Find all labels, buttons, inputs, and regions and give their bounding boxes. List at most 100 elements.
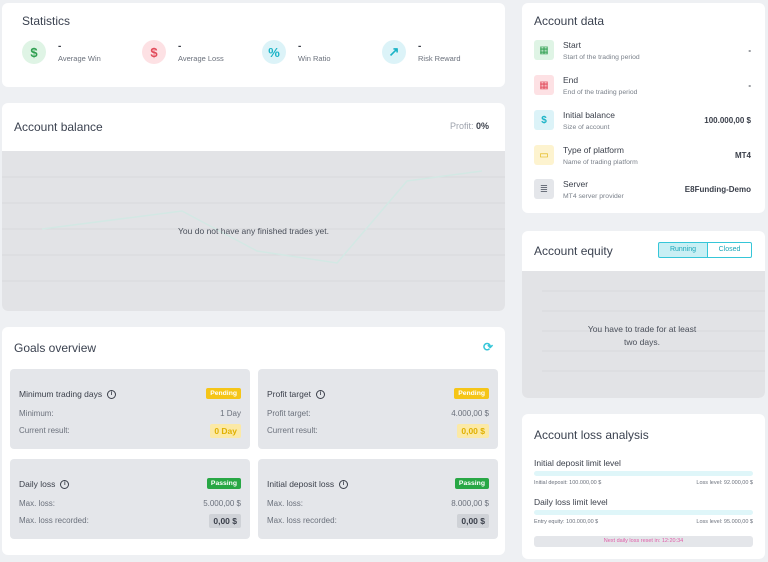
tab-running[interactable]: Running [658, 242, 708, 258]
start-sub: Start of the trading period [563, 54, 640, 61]
info-icon[interactable]: i [315, 389, 325, 399]
refresh-icon[interactable]: ⟳ [482, 340, 493, 354]
goal-profit-target: Profit target i Pending Profit target: 4.… [258, 369, 498, 449]
start-value: - [748, 46, 751, 55]
info-icon[interactable]: i [107, 389, 117, 399]
goal-initial-deposit-loss: Initial deposit loss i Passing Max. loss:… [258, 459, 498, 539]
win-ratio-value: - [298, 41, 302, 52]
goal-title: Initial deposit loss [267, 479, 335, 489]
goal-row-value: 4.000,00 $ [451, 409, 489, 418]
daily-loss-level-label: Loss level: 95.000,00 $ [696, 519, 753, 525]
dollar-icon: $ [534, 110, 554, 130]
goal-daily-loss: Daily loss i Passing Max. loss: 5.000,00 … [10, 459, 250, 539]
server-sub: MT4 server provider [563, 193, 624, 200]
balance-chart-placeholder [2, 170, 505, 282]
card-icon: ▭ [534, 145, 554, 165]
dollar-icon: $ [142, 40, 166, 64]
profit-display: Profit: 0% [450, 121, 489, 131]
calendar-icon: ▦ [534, 75, 554, 95]
daily-loss-reset-banner: Next daily loss reset in: 12:20:34 [534, 536, 753, 547]
dollar-icon: $ [22, 40, 46, 64]
end-value: - [748, 81, 751, 90]
equity-chart-area: You have to trade for at least two days. [522, 271, 765, 398]
account-data-title: Account data [534, 14, 605, 28]
goals-overview-title: Goals overview [14, 341, 97, 355]
daily-loss-limit-title: Daily loss limit level [534, 497, 608, 507]
initial-deposit-limit-bar [534, 471, 753, 476]
entry-equity-label: Entry equity: 100.000,00 $ [534, 519, 599, 525]
server-label: Server [563, 179, 589, 189]
goal-title-row: Profit target i [267, 389, 325, 399]
initial-loss-level-label: Loss level: 92.000,00 $ [696, 480, 753, 486]
end-label: End [563, 75, 579, 85]
risk-reward-label: Risk Reward [418, 54, 461, 63]
account-balance-title: Account balance [14, 120, 103, 134]
platform-label: Type of platform [563, 145, 624, 155]
goals-overview-card: Goals overview ⟳ Minimum trading days i P… [2, 327, 505, 555]
account-data-card: Account data ▦ Start Start of the tradin… [522, 3, 765, 213]
initial-balance-value: 100.000,00 $ [704, 116, 751, 125]
goal-minimum-trading-days: Minimum trading days i Pending Minimum: 1… [10, 369, 250, 449]
goal-row-label: Profit target: [267, 409, 311, 418]
profit-value: 0% [475, 121, 489, 131]
current-result-value: 0,00 $ [457, 424, 489, 438]
goal-title: Profit target [267, 389, 311, 399]
tab-closed[interactable]: Closed [708, 242, 752, 258]
initial-deposit-limit-title: Initial deposit limit level [534, 458, 621, 468]
percent-icon: % [262, 40, 286, 64]
end-sub: End of the trading period [563, 89, 638, 96]
current-result-value: 0 Day [210, 424, 241, 438]
balance-empty-message: You do not have any finished trades yet. [178, 226, 329, 236]
database-icon: ≣ [534, 179, 554, 199]
daily-loss-limit-bar [534, 510, 753, 515]
initial-balance-sub: Size of account [563, 124, 610, 131]
loss-analysis-title: Account loss analysis [534, 428, 649, 442]
win-ratio-label: Win Ratio [298, 54, 331, 63]
equity-chart-placeholder [542, 290, 765, 372]
goal-row-label: Max. loss recorded: [267, 516, 337, 525]
risk-reward-value: - [418, 41, 422, 52]
goal-row-label: Current result: [19, 426, 70, 435]
statistics-card: Statistics $ - Average Win $ - Average L… [2, 3, 505, 87]
initial-balance-label: Initial balance [563, 110, 615, 120]
balance-chart-area: You do not have any finished trades yet. [2, 151, 505, 311]
status-badge: Pending [206, 388, 241, 399]
calendar-icon: ▦ [534, 40, 554, 60]
goal-row-label: Max. loss recorded: [19, 516, 89, 525]
average-win-label: Average Win [58, 54, 101, 63]
initial-deposit-label: Initial deposit: 100.000,00 $ [534, 480, 602, 486]
goal-title: Daily loss [19, 479, 56, 489]
platform-sub: Name of trading platform [563, 159, 638, 166]
max-loss-recorded-value: 0,00 $ [457, 514, 489, 528]
account-balance-card: Account balance Profit: 0% You do not ha… [2, 103, 505, 311]
platform-value: MT4 [735, 151, 751, 160]
goal-row-label: Minimum: [19, 409, 54, 418]
average-loss-label: Average Loss [178, 54, 224, 63]
goal-title-row: Initial deposit loss i [267, 479, 349, 489]
average-loss-value: - [178, 41, 182, 52]
goal-row-label: Max. loss: [267, 499, 304, 508]
goal-row-label: Max. loss: [19, 499, 56, 508]
goal-row-value: 5.000,00 $ [203, 499, 241, 508]
account-equity-card: Account equity Running Closed You have t… [522, 231, 765, 398]
goal-title: Minimum trading days [19, 389, 103, 399]
info-icon[interactable]: i [60, 479, 70, 489]
status-badge: Passing [454, 478, 489, 489]
profit-label: Profit: [449, 121, 474, 131]
max-loss-recorded-value: 0,00 $ [209, 514, 241, 528]
status-badge: Pending [454, 388, 489, 399]
goal-title-row: Daily loss i [19, 479, 70, 489]
status-badge: Passing [206, 478, 241, 489]
info-icon[interactable]: i [339, 479, 349, 489]
loss-analysis-card: Account loss analysis Initial deposit li… [522, 414, 765, 559]
goal-row-value: 8.000,00 $ [451, 499, 489, 508]
goal-row-label: Current result: [267, 426, 318, 435]
trend-up-icon: ↗ [382, 40, 406, 64]
account-equity-title: Account equity [534, 244, 613, 258]
equity-empty-message: You have to trade for at least two days. [587, 324, 697, 347]
goal-row-value: 1 Day [220, 409, 241, 418]
start-label: Start [563, 40, 581, 50]
server-value: E8Funding-Demo [684, 185, 751, 194]
average-win-value: - [58, 41, 62, 52]
goal-title-row: Minimum trading days i [19, 389, 117, 399]
